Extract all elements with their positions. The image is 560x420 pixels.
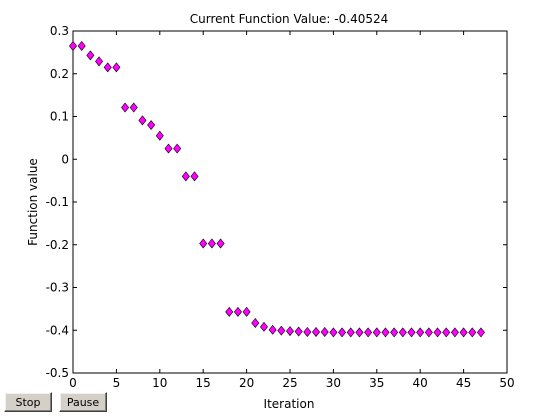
- y-tick-label: 0.2: [50, 67, 69, 81]
- x-tick-label: 0: [69, 376, 77, 390]
- data-point-marker: [129, 102, 138, 113]
- pause-button[interactable]: Pause: [59, 392, 107, 412]
- data-point-marker: [407, 327, 416, 338]
- data-point-marker: [346, 327, 355, 338]
- x-tick-label: 20: [239, 376, 254, 390]
- data-point-marker: [416, 327, 425, 338]
- data-point-marker: [364, 327, 373, 338]
- data-point-marker: [459, 327, 468, 338]
- y-tick-label: -0.5: [46, 366, 69, 380]
- x-tick-label: 40: [413, 376, 428, 390]
- data-point-marker: [207, 238, 216, 249]
- data-point-marker: [95, 56, 104, 67]
- data-point-marker: [433, 327, 442, 338]
- y-tick-label: 0.3: [50, 24, 69, 38]
- data-point-marker: [112, 62, 121, 73]
- y-tick-label: -0.1: [46, 195, 69, 209]
- y-tick-label: -0.2: [46, 238, 69, 252]
- data-point-marker: [259, 321, 268, 332]
- data-point-marker: [286, 326, 294, 337]
- data-point-marker: [77, 40, 86, 51]
- y-tick-label: -0.3: [46, 281, 69, 295]
- data-point-marker: [312, 326, 321, 337]
- x-tick-label: 15: [196, 376, 211, 390]
- data-point-marker: [181, 171, 190, 182]
- chart-title: Current Function Value: -0.40524: [190, 12, 389, 26]
- data-point-marker: [476, 327, 485, 338]
- x-axis: 0 5 10 15 20 25 30 35 40 45 50: [69, 31, 515, 390]
- data-point-marker: [173, 143, 182, 154]
- data-point-marker: [242, 306, 251, 317]
- data-point-marker: [251, 318, 260, 328]
- data-point-marker: [424, 327, 433, 338]
- data-point-marker: [372, 327, 381, 338]
- x-tick-label: 5: [113, 376, 121, 390]
- y-axis: 0.3 0.2 0.1 0 -0.1 -0.2 -0.3 -0.4 -0.5: [46, 24, 507, 380]
- plot-area: [72, 30, 508, 374]
- data-point-marker: [329, 327, 338, 338]
- data-point-marker: [121, 102, 130, 113]
- x-axis-label: Iteration: [264, 397, 315, 411]
- data-point-marker: [338, 327, 347, 338]
- data-point-marker: [442, 327, 451, 338]
- data-point-marker: [147, 120, 156, 131]
- data-point-marker: [216, 238, 225, 249]
- x-tick-label: 50: [499, 376, 514, 390]
- data-point-marker: [69, 40, 77, 51]
- data-point-marker: [164, 143, 173, 154]
- y-tick-label: -0.4: [46, 323, 69, 337]
- data-point-marker: [268, 324, 277, 335]
- data-point-marker: [320, 326, 329, 337]
- data-point-marker: [199, 238, 208, 249]
- data-points: [69, 40, 485, 338]
- data-point-marker: [390, 327, 399, 338]
- x-tick-label: 30: [326, 376, 341, 390]
- x-tick-label: 45: [456, 376, 471, 390]
- data-point-marker: [86, 50, 95, 61]
- data-point-marker: [294, 326, 303, 337]
- data-point-marker: [190, 171, 199, 182]
- data-point-marker: [233, 306, 242, 317]
- data-point-marker: [355, 327, 364, 338]
- x-tick-label: 35: [369, 376, 384, 390]
- data-point-marker: [277, 325, 286, 336]
- data-point-marker: [225, 306, 234, 317]
- data-point-marker: [155, 130, 164, 141]
- data-point-marker: [103, 62, 112, 73]
- y-tick-label: 0: [61, 152, 69, 166]
- data-point-marker: [303, 326, 312, 337]
- data-point-marker: [450, 327, 459, 338]
- data-point-marker: [398, 327, 407, 338]
- y-axis-label: Function value: [26, 158, 40, 246]
- data-point-marker: [468, 327, 477, 338]
- data-point-marker: [138, 115, 147, 126]
- stop-button[interactable]: Stop: [4, 392, 52, 412]
- x-tick-label: 10: [152, 376, 167, 390]
- data-point-marker: [381, 327, 390, 338]
- x-tick-label: 25: [282, 376, 297, 390]
- y-tick-label: 0.1: [50, 110, 69, 124]
